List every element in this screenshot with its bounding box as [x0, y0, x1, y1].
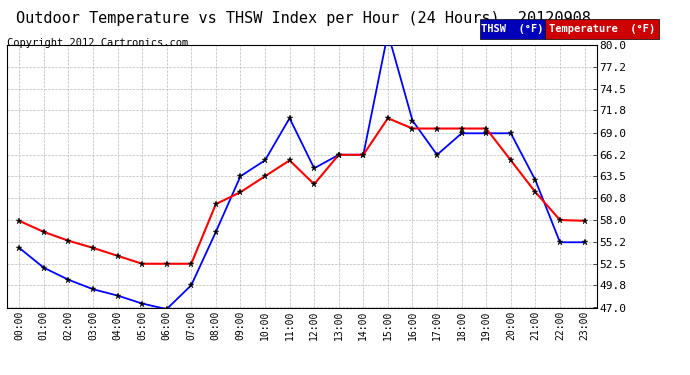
Text: Copyright 2012 Cartronics.com: Copyright 2012 Cartronics.com: [7, 38, 188, 48]
Text: THSW  (°F): THSW (°F): [481, 24, 544, 34]
Text: Outdoor Temperature vs THSW Index per Hour (24 Hours)  20120908: Outdoor Temperature vs THSW Index per Ho…: [16, 11, 591, 26]
Text: Temperature  (°F): Temperature (°F): [549, 24, 655, 34]
